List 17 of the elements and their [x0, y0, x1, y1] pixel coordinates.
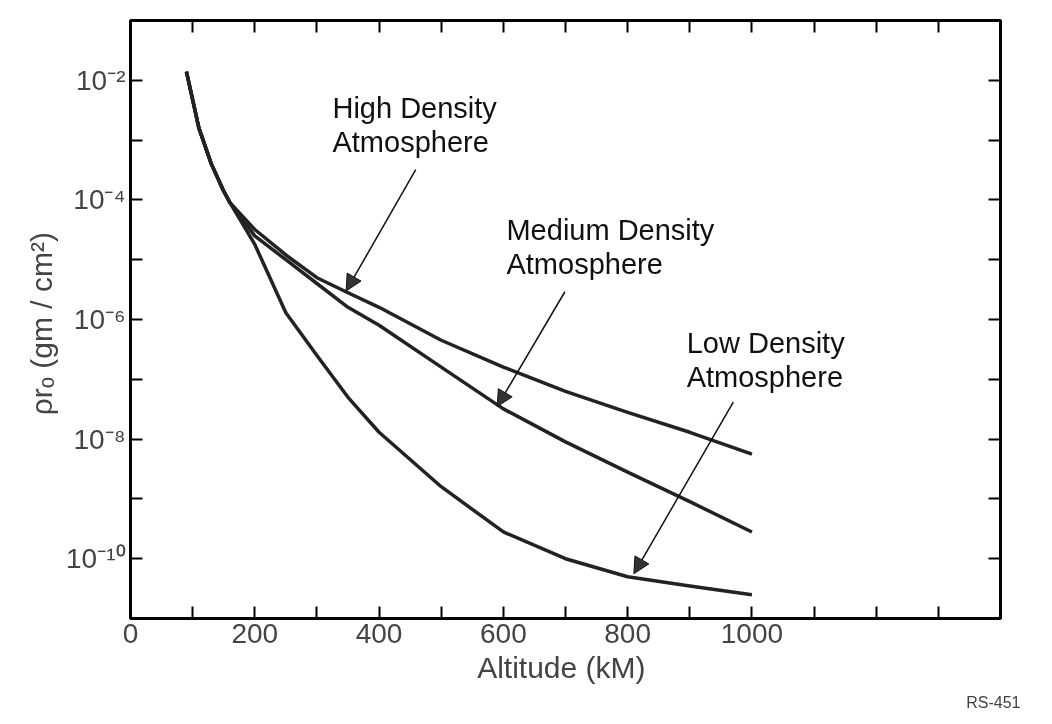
text: RS-451 [966, 693, 1021, 711]
x-tick-label: 200 [231, 617, 279, 649]
annotation: High Density Atmosphere [332, 91, 498, 158]
x-tick-label: 600 [480, 617, 527, 649]
annotation: Low Density Atmosphere [686, 327, 846, 394]
x-tick-label: 400 [355, 617, 403, 649]
y-axis-title: ρrₒ (gm / cm²) [25, 231, 59, 416]
y-tick-label: 10⁻⁴ [73, 184, 126, 216]
y-tick-label: 10⁻¹⁰ [66, 543, 126, 575]
x-tick-label: 0 [122, 617, 139, 649]
y-tick-label: 10⁻⁸ [73, 423, 126, 455]
x-tick-label: 1000 [720, 617, 784, 649]
y-tick-label: 10⁻⁶ [73, 304, 126, 335]
x-tick-label: 800 [604, 617, 651, 649]
y-tick-label: 10⁻² [76, 64, 126, 96]
x-axis-title: Altitude (kM) [477, 650, 646, 684]
annotation: Medium Density Atmosphere [506, 214, 715, 281]
